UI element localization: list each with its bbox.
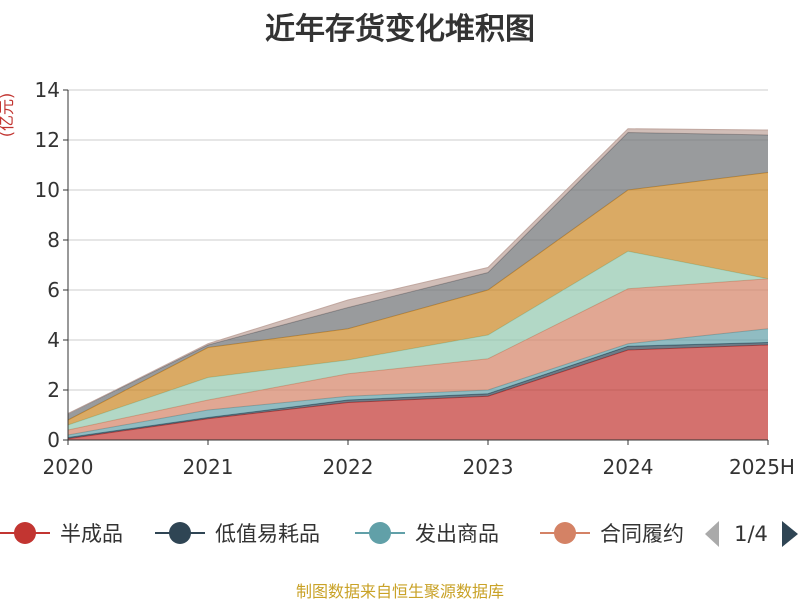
legend-marker <box>554 522 576 544</box>
legend-marker <box>169 522 191 544</box>
legend-marker <box>369 522 391 544</box>
axes: 0 2 4 6 8 10 12 14 2020 2021 2022 2023 2024 2025H <box>35 78 795 479</box>
y-tick-label: 0 <box>47 428 60 452</box>
y-tick-label: 12 <box>35 128 60 152</box>
legend-label: 低值易耗品 <box>215 522 320 546</box>
series-area-6 <box>68 172 768 425</box>
legend-marker <box>14 522 36 544</box>
legend-item[interactable]: 半成品 <box>0 522 123 546</box>
legend-label: 半成品 <box>60 522 123 546</box>
data-source-footer: 制图数据来自恒生聚源数据库 <box>295 582 504 601</box>
series-area-3 <box>68 328 768 438</box>
y-tick-label: 2 <box>47 378 60 402</box>
x-tick-label: 2023 <box>463 455 514 479</box>
y-tick-label: 6 <box>47 278 60 302</box>
series-line-8 <box>67 128 769 415</box>
y-tick-label: 8 <box>47 228 60 252</box>
series-area-2 <box>68 342 768 439</box>
legend: 半成品 低值易耗品 发出商品 合同履约 1/4 <box>0 521 798 547</box>
y-tick-label: 14 <box>35 78 60 102</box>
x-tick-label: 2022 <box>323 455 374 479</box>
legend-item[interactable]: 低值易耗品 <box>155 522 320 546</box>
y-tick-label: 4 <box>47 328 60 352</box>
x-tick-label: 2025H <box>729 455 795 479</box>
legend-item[interactable]: 发出商品 <box>355 522 499 546</box>
y-axis-label: (亿元) <box>0 93 16 138</box>
legend-prev-icon[interactable] <box>705 521 719 547</box>
legend-item[interactable]: 合同履约 <box>540 522 684 546</box>
legend-next-icon[interactable] <box>782 521 798 547</box>
series-area-1 <box>68 345 768 440</box>
x-tick-label: 2021 <box>183 455 234 479</box>
legend-page-indicator: 1/4 <box>734 522 768 546</box>
series-area-7 <box>68 132 768 420</box>
area-series <box>67 128 769 440</box>
series-area-5 <box>68 251 768 430</box>
legend-label: 发出商品 <box>415 522 499 546</box>
x-tick-label: 2020 <box>43 455 94 479</box>
y-tick-label: 10 <box>35 178 60 202</box>
legend-label: 合同履约 <box>600 522 684 546</box>
x-tick-label: 2024 <box>603 455 654 479</box>
chart-title: 近年存货变化堆积图 <box>265 12 535 47</box>
series-area-4 <box>68 278 768 435</box>
